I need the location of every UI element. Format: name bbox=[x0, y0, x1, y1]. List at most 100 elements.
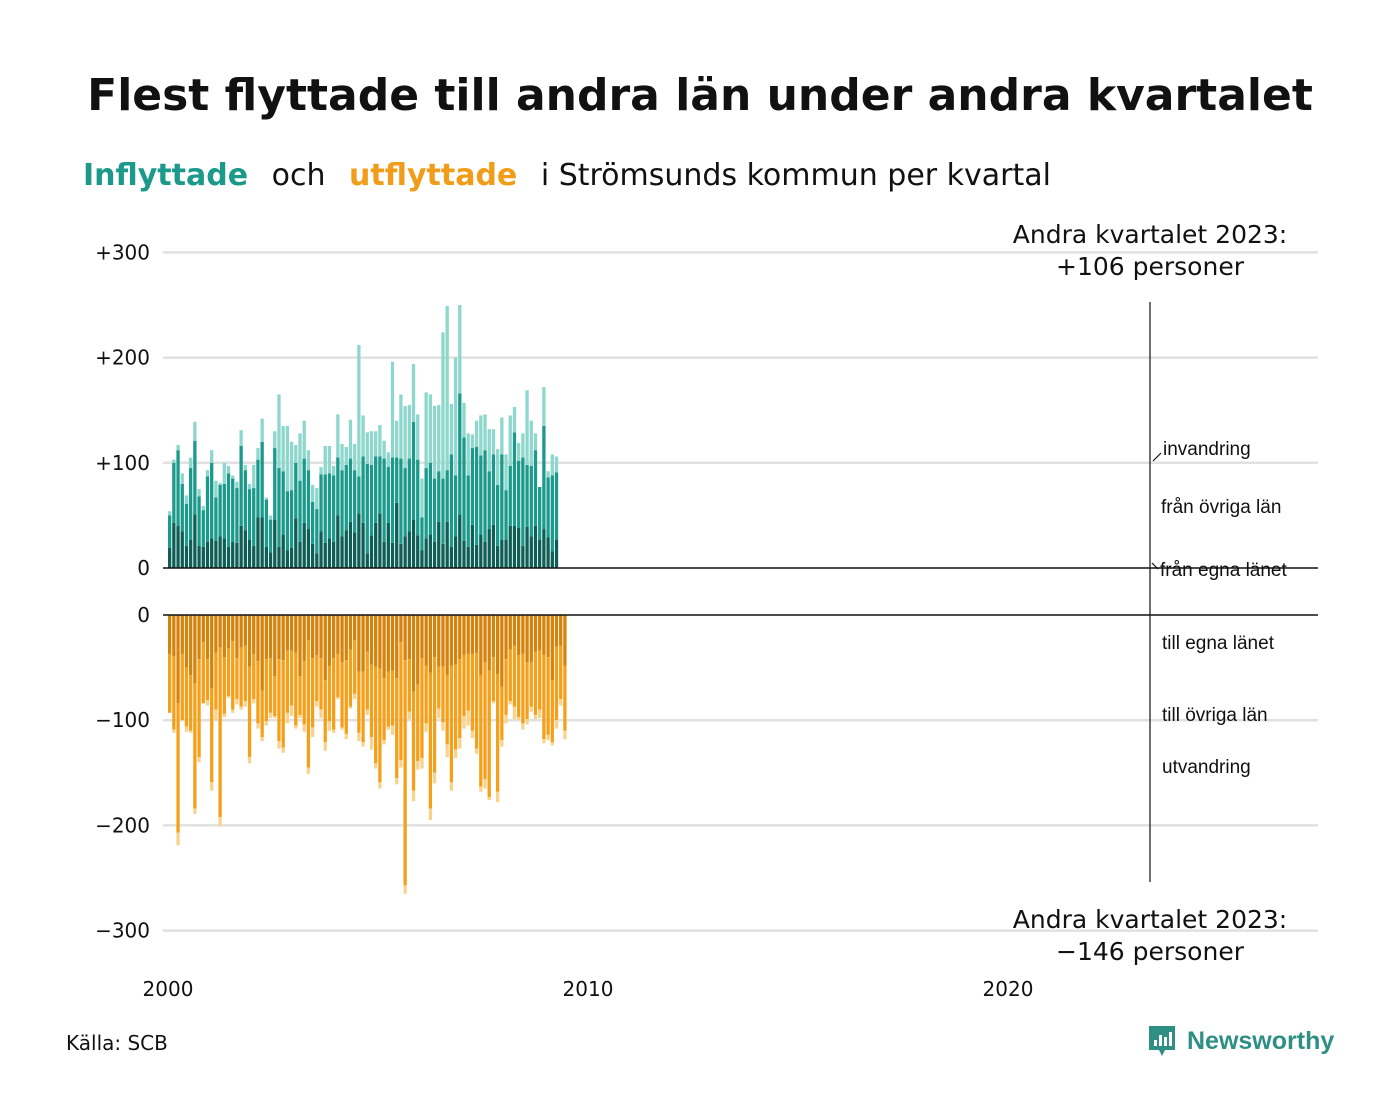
bar-in-own bbox=[302, 522, 306, 568]
brand-logo: Newsworthy bbox=[1147, 1024, 1334, 1058]
bar-out-other bbox=[542, 654, 546, 740]
bar-in-other bbox=[201, 510, 205, 547]
bar-in-own bbox=[348, 521, 353, 568]
bar-out-emigration bbox=[243, 701, 247, 707]
bar-out-own bbox=[273, 615, 277, 677]
bar-in-immigration bbox=[252, 464, 256, 489]
bar-out-own bbox=[512, 615, 517, 646]
bar-in-other bbox=[437, 471, 441, 522]
bar-out-emigration bbox=[407, 711, 411, 720]
x-tick-label: 2000 bbox=[143, 977, 194, 1001]
bar-out-own bbox=[218, 615, 222, 648]
bar-in-immigration bbox=[218, 482, 222, 485]
bar-out-emigration bbox=[231, 709, 235, 713]
bar-out-other bbox=[491, 657, 496, 702]
bar-out-emigration bbox=[176, 832, 180, 846]
bar-out-own bbox=[382, 615, 386, 679]
bar-out-own bbox=[285, 615, 290, 651]
bar-out-emigration bbox=[399, 760, 403, 768]
bar-in-own bbox=[374, 522, 378, 568]
bar-in-other bbox=[176, 450, 180, 526]
bar-out-emigration bbox=[285, 712, 290, 724]
bar-out-emigration bbox=[294, 725, 298, 729]
bar-out-other bbox=[268, 658, 273, 713]
bar-out-other bbox=[331, 658, 336, 730]
bar-in-immigration bbox=[273, 431, 277, 449]
bar-in-immigration bbox=[327, 445, 332, 474]
bar-in-own bbox=[235, 542, 239, 568]
bar-out-other bbox=[525, 662, 529, 720]
bar-out-emigration bbox=[189, 730, 193, 733]
bar-in-other bbox=[193, 440, 197, 515]
bar-out-emigration bbox=[235, 699, 239, 705]
bar-out-other bbox=[466, 653, 470, 711]
bar-in-immigration bbox=[491, 429, 496, 455]
bar-in-own bbox=[437, 521, 441, 568]
bar-in-immigration bbox=[239, 430, 243, 446]
bar-in-other bbox=[542, 425, 546, 530]
bar-out-own bbox=[294, 615, 298, 653]
bar-out-other bbox=[226, 648, 231, 697]
series-label-in-other: från övriga län bbox=[1161, 497, 1281, 518]
bar-in-own bbox=[310, 543, 315, 568]
bar-out-emigration bbox=[205, 700, 210, 706]
bar-out-other bbox=[512, 645, 517, 707]
bar-out-other bbox=[323, 680, 327, 743]
bar-in-immigration bbox=[416, 414, 420, 460]
bar-in-other bbox=[184, 503, 189, 546]
bar-out-other bbox=[260, 690, 264, 738]
bar-out-own bbox=[353, 615, 357, 641]
newsworthy-logo-icon bbox=[1149, 1026, 1175, 1056]
bar-out-other bbox=[504, 659, 508, 715]
bar-in-own bbox=[222, 538, 226, 568]
bar-out-other bbox=[390, 670, 395, 726]
bar-in-other bbox=[470, 448, 475, 525]
bar-out-own bbox=[231, 615, 235, 642]
bar-in-immigration bbox=[172, 459, 176, 463]
zero-lines bbox=[163, 567, 1318, 616]
bar-out-emigration bbox=[365, 709, 369, 715]
bar-in-immigration bbox=[378, 424, 382, 457]
bar-out-own bbox=[453, 615, 458, 665]
bar-out-own bbox=[487, 615, 491, 671]
bar-out-emigration bbox=[458, 738, 462, 749]
bar-out-emigration bbox=[441, 722, 445, 731]
bar-in-other bbox=[336, 457, 340, 516]
bar-out-emigration bbox=[508, 701, 512, 705]
bar-in-other bbox=[348, 458, 353, 522]
bar-out-emigration bbox=[432, 772, 437, 784]
bar-out-own bbox=[256, 615, 260, 662]
bar-in-own bbox=[205, 541, 210, 568]
bar-out-emigration bbox=[538, 709, 542, 719]
bar-out-own bbox=[239, 615, 243, 648]
y-axis-ticks: +300 +200 +100 0 0 −100 −200 −300 bbox=[95, 240, 150, 942]
bar-out-own bbox=[214, 615, 218, 653]
bar-out-other bbox=[306, 640, 311, 768]
bar-out-other bbox=[529, 662, 533, 707]
bar-out-own bbox=[411, 615, 416, 692]
y-tick-label: 0 bbox=[137, 603, 150, 627]
bar-out-own bbox=[226, 615, 231, 649]
bar-in-immigration bbox=[323, 445, 327, 475]
bar-out-emigration bbox=[445, 744, 449, 758]
bar-out-emigration bbox=[554, 720, 559, 729]
bar-in-immigration bbox=[458, 305, 462, 394]
subtitle-och: och bbox=[271, 158, 326, 193]
bar-in-own bbox=[369, 535, 374, 568]
bar-out-own bbox=[172, 615, 176, 657]
bar-out-own bbox=[306, 615, 311, 641]
bar-in-own bbox=[277, 546, 281, 568]
bar-out-other bbox=[474, 652, 479, 749]
bar-out-emigration bbox=[378, 782, 382, 789]
bar-in-other bbox=[504, 490, 508, 540]
bar-out-own bbox=[521, 615, 525, 654]
bar-out-own bbox=[466, 615, 470, 654]
bar-out-emigration bbox=[395, 778, 399, 785]
bar-out-own bbox=[357, 615, 361, 672]
bar-in-other bbox=[226, 473, 231, 547]
bar-in-other bbox=[210, 462, 214, 539]
bar-out-other bbox=[500, 686, 504, 741]
bar-in-own bbox=[487, 529, 491, 568]
bar-out-other bbox=[205, 659, 210, 701]
bar-in-own bbox=[458, 514, 462, 568]
